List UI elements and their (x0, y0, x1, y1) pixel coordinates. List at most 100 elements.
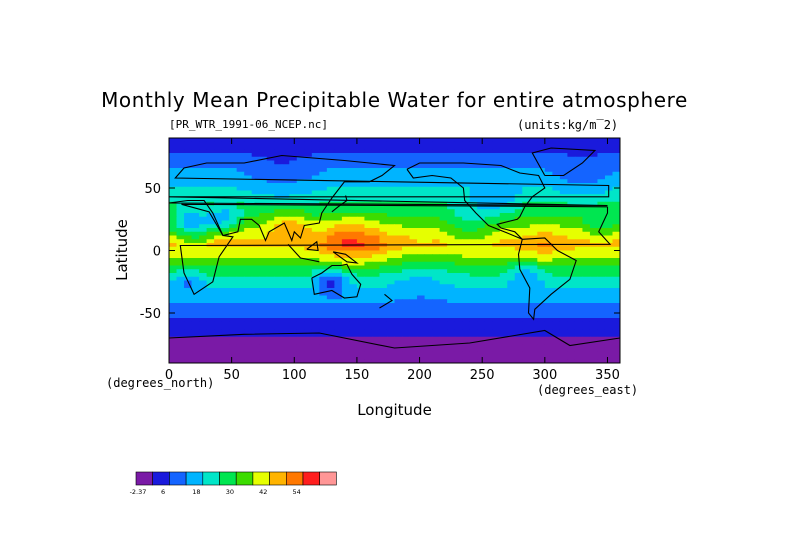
field-cell (499, 198, 508, 203)
field-cell (514, 216, 523, 221)
field-cell (199, 359, 208, 363)
field-cell (454, 168, 463, 173)
field-cell (447, 220, 456, 225)
field-cell (492, 314, 501, 319)
field-cell (214, 261, 223, 266)
field-cell (266, 183, 275, 188)
field-cell (236, 254, 245, 259)
field-cell (477, 141, 486, 146)
field-cell (274, 355, 283, 360)
field-cell (386, 318, 395, 323)
field-cell (289, 359, 298, 363)
field-cell (251, 141, 260, 146)
field-cell (612, 194, 620, 199)
field-cell (356, 175, 365, 180)
field-cell (319, 213, 328, 218)
field-cell (499, 295, 508, 300)
field-cell (499, 306, 508, 311)
field-cell (386, 295, 395, 300)
field-cell (492, 333, 501, 338)
field-cell (386, 258, 395, 263)
field-cell (289, 250, 298, 255)
field-cell (334, 224, 343, 229)
field-cell (356, 269, 365, 274)
field-cell (492, 246, 501, 251)
field-cell (477, 340, 486, 345)
field-cell (394, 303, 403, 308)
field-cell (281, 336, 290, 341)
field-cell (567, 156, 576, 161)
colorbar-swatch (152, 471, 170, 486)
field-cell (259, 325, 268, 330)
field-cell (402, 261, 411, 266)
field-cell (176, 216, 185, 221)
field-cell (529, 145, 538, 150)
field-cell (417, 198, 426, 203)
field-cell (251, 318, 260, 323)
field-cell (326, 359, 335, 363)
field-cell (582, 348, 591, 353)
field-cell (334, 336, 343, 341)
field-cell (334, 190, 343, 195)
field-cell (477, 179, 486, 184)
field-cell (221, 220, 230, 225)
field-cell (221, 228, 230, 233)
field-cell (582, 141, 591, 146)
field-cell (326, 273, 335, 278)
field-cell (371, 231, 380, 236)
field-cell (514, 269, 523, 274)
field-cell (522, 291, 531, 296)
field-cell (402, 273, 411, 278)
field-cell (417, 265, 426, 270)
field-cell (199, 269, 208, 274)
field-cell (612, 284, 620, 289)
field-cell (386, 175, 395, 180)
field-cell (492, 340, 501, 345)
field-cell (169, 314, 178, 319)
field-cell (169, 164, 178, 169)
field-cell (402, 306, 411, 311)
field-cell (349, 209, 358, 214)
field-cell (236, 280, 245, 285)
field-cell (169, 145, 178, 150)
field-cell (371, 295, 380, 300)
field-cell (484, 340, 493, 345)
field-cell (259, 168, 268, 173)
field-cell (214, 246, 223, 251)
field-cell (402, 318, 411, 323)
field-cell (304, 205, 313, 210)
field-cell (341, 291, 350, 296)
field-cell (432, 209, 441, 214)
field-cell (559, 329, 568, 334)
field-cell (259, 209, 268, 214)
field-cell (356, 303, 365, 308)
field-cell (582, 209, 591, 214)
field-cell (582, 246, 591, 251)
field-cell (274, 284, 283, 289)
field-cell (259, 160, 268, 165)
field-cell (311, 314, 320, 319)
field-cell (604, 329, 613, 334)
field-cell (311, 160, 320, 165)
field-cell (484, 314, 493, 319)
field-cell (529, 265, 538, 270)
field-cell (612, 273, 620, 278)
field-cell (214, 175, 223, 180)
field-cell (244, 213, 253, 218)
field-cell (266, 171, 275, 176)
field-cell (484, 231, 493, 236)
field-cell (266, 321, 275, 326)
field-cell (477, 235, 486, 240)
field-cell (199, 325, 208, 330)
field-cell (364, 239, 373, 244)
field-cell (432, 340, 441, 345)
field-cell (296, 190, 305, 195)
field-cell (574, 273, 583, 278)
field-cell (582, 235, 591, 240)
field-cell (169, 186, 178, 191)
field-cell (169, 213, 178, 218)
field-cell (184, 186, 193, 191)
field-cell (206, 329, 215, 334)
field-cell (559, 299, 568, 304)
field-cell (319, 220, 328, 225)
